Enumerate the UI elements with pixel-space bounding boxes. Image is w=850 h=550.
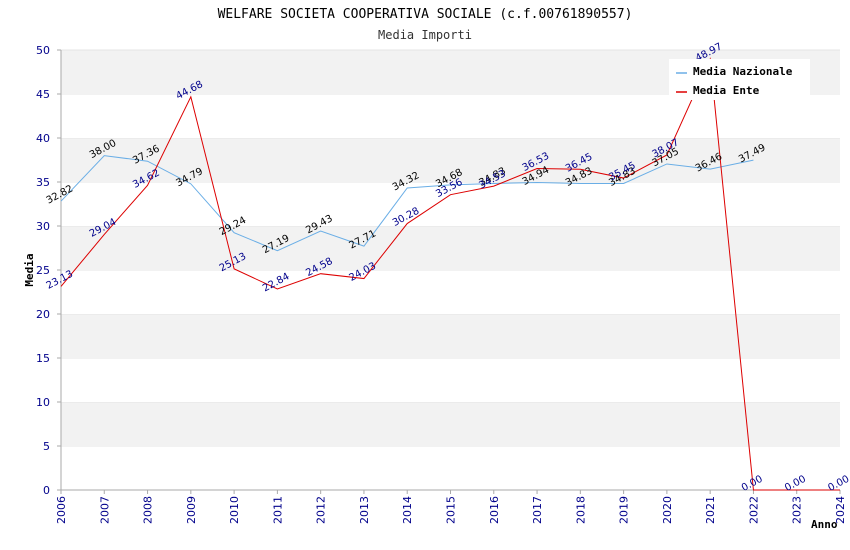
y-tick-label: 0 — [43, 484, 50, 497]
chart-title: WELFARE SOCIETA COOPERATIVA SOCIALE (c.f… — [218, 7, 633, 22]
grid-band — [61, 226, 840, 270]
y-tick-label: 40 — [36, 132, 50, 145]
grid-band — [61, 314, 840, 358]
legend-label-ente: Media Ente — [693, 84, 760, 97]
y-tick-label: 5 — [43, 440, 50, 453]
grid-band — [61, 402, 840, 446]
x-tick-label: 2006 — [55, 496, 68, 524]
y-tick-label: 15 — [36, 352, 50, 365]
x-tick-label: 2016 — [488, 496, 501, 524]
x-axis-ticks: 2006 2007 2008 2009 2010 2011 2012 2013 2014 2015… — [55, 490, 847, 524]
axes — [60, 50, 840, 491]
grid-band — [61, 138, 840, 182]
x-tick-label: 2020 — [661, 496, 674, 524]
chart-subtitle: Media Importi — [378, 28, 472, 42]
y-tick-label: 45 — [36, 88, 50, 101]
x-tick-label: 2009 — [185, 496, 198, 524]
x-tick-label: 2022 — [747, 496, 760, 524]
x-tick-label: 2017 — [531, 496, 544, 524]
grid-band — [61, 446, 840, 490]
grid-bands — [61, 49, 840, 490]
legend-box — [669, 59, 810, 100]
grid-band — [61, 94, 840, 138]
x-tick-label: 2015 — [445, 496, 458, 524]
grid-band — [61, 182, 840, 226]
y-axis-ticks: 0 5 10 15 20 25 30 35 40 45 50 — [36, 44, 61, 497]
grid-band — [61, 358, 840, 402]
legend: Media Nazionale Media Ente — [669, 59, 810, 100]
y-tick-label: 50 — [36, 44, 50, 57]
x-tick-label: 2010 — [228, 496, 241, 524]
x-axis-label: Anno — [811, 518, 838, 531]
x-tick-label: 2023 — [791, 496, 804, 524]
x-tick-label: 2012 — [315, 496, 328, 524]
x-tick-label: 2013 — [358, 496, 371, 524]
legend-label-nazionale: Media Nazionale — [693, 65, 793, 78]
x-tick-label: 2008 — [142, 496, 155, 524]
x-tick-label: 2021 — [704, 496, 717, 524]
x-tick-label: 2011 — [271, 496, 284, 524]
grid-band — [61, 270, 840, 314]
x-tick-label: 2024 — [834, 496, 847, 524]
series-line-media-nazionale — [60, 155, 754, 252]
x-tick-label: 2018 — [574, 496, 587, 524]
y-tick-label: 30 — [36, 220, 50, 233]
y-tick-label: 10 — [36, 396, 50, 409]
x-tick-label: 2014 — [401, 496, 414, 524]
x-tick-label: 2019 — [618, 496, 631, 524]
y-tick-label: 25 — [36, 264, 50, 277]
y-tick-label: 20 — [36, 308, 50, 321]
y-axis-label: Media — [23, 253, 36, 286]
x-tick-label: 2007 — [98, 496, 111, 524]
y-tick-label: 35 — [36, 176, 50, 189]
